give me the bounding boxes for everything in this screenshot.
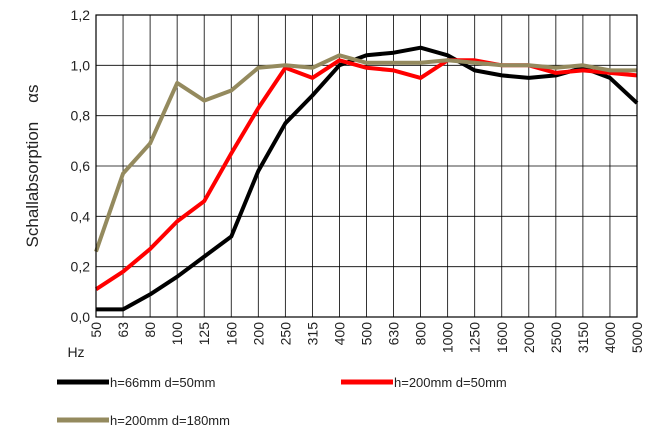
x-tick-label: 800 [413,322,429,346]
y-tick-label: 0,0 [71,309,91,325]
y-tick-label: 1,2 [71,7,91,23]
legend-label: h=200mm d=180mm [110,413,230,427]
legend-label: h=200mm d=50mm [394,375,507,390]
y-tick-label: 0,4 [71,208,91,224]
x-tick-label: 50 [88,322,104,338]
x-axis-label: Hz [67,344,84,360]
y-axis-label: Schallabsorption αs [23,85,42,248]
y-tick-label: 0,8 [71,108,91,124]
x-tick-label: 500 [359,322,375,346]
legend-item: h=200mm d=50mm [341,375,507,390]
y-tick-label: 0,6 [71,158,91,174]
x-tick-label: 630 [386,322,402,346]
x-tick-label: 3150 [575,322,591,353]
x-tick-label: 2000 [521,322,537,353]
series-lines [94,45,639,312]
legend-label: h=66mm d=50mm [110,375,216,390]
series-line-2 [94,58,638,291]
x-tick-label: 5000 [629,322,645,353]
plot-frame [95,14,638,318]
legend-item: h=66mm d=50mm [57,375,216,390]
legend-item: h=200mm d=180mm [57,413,230,427]
legend: h=66mm d=50mm h=200mm d=50mm h=200mm d=180… [57,375,507,427]
x-tick-label: 1250 [467,322,483,353]
x-tick-labels: 50 63 80 100 125 160 200 250 315 400 500 630 800 1000… [88,322,645,353]
x-tick-label: 160 [223,322,239,346]
x-tick-label: 63 [115,322,131,338]
x-tick-label: 250 [277,322,293,346]
x-tick-label: 1000 [440,322,456,353]
x-tick-label: 400 [331,322,347,346]
y-tick-label: 0,2 [71,259,91,275]
x-tick-label: 125 [196,322,212,346]
y-tick-label: 1,0 [71,57,91,73]
grid [96,15,637,317]
series-line-1 [96,45,639,312]
x-tick-label: 4000 [602,322,618,353]
x-tick-label: 315 [304,322,320,346]
y-tick-labels: 0,0 0,2 0,4 0,6 0,8 1,0 1,2 [71,7,91,325]
series-line-3 [94,53,637,253]
x-tick-label: 100 [169,322,185,346]
x-tick-label: 1600 [494,322,510,353]
x-tick-label: 2500 [548,322,564,353]
x-tick-label: 200 [250,322,266,346]
x-tick-label: 80 [142,322,158,338]
